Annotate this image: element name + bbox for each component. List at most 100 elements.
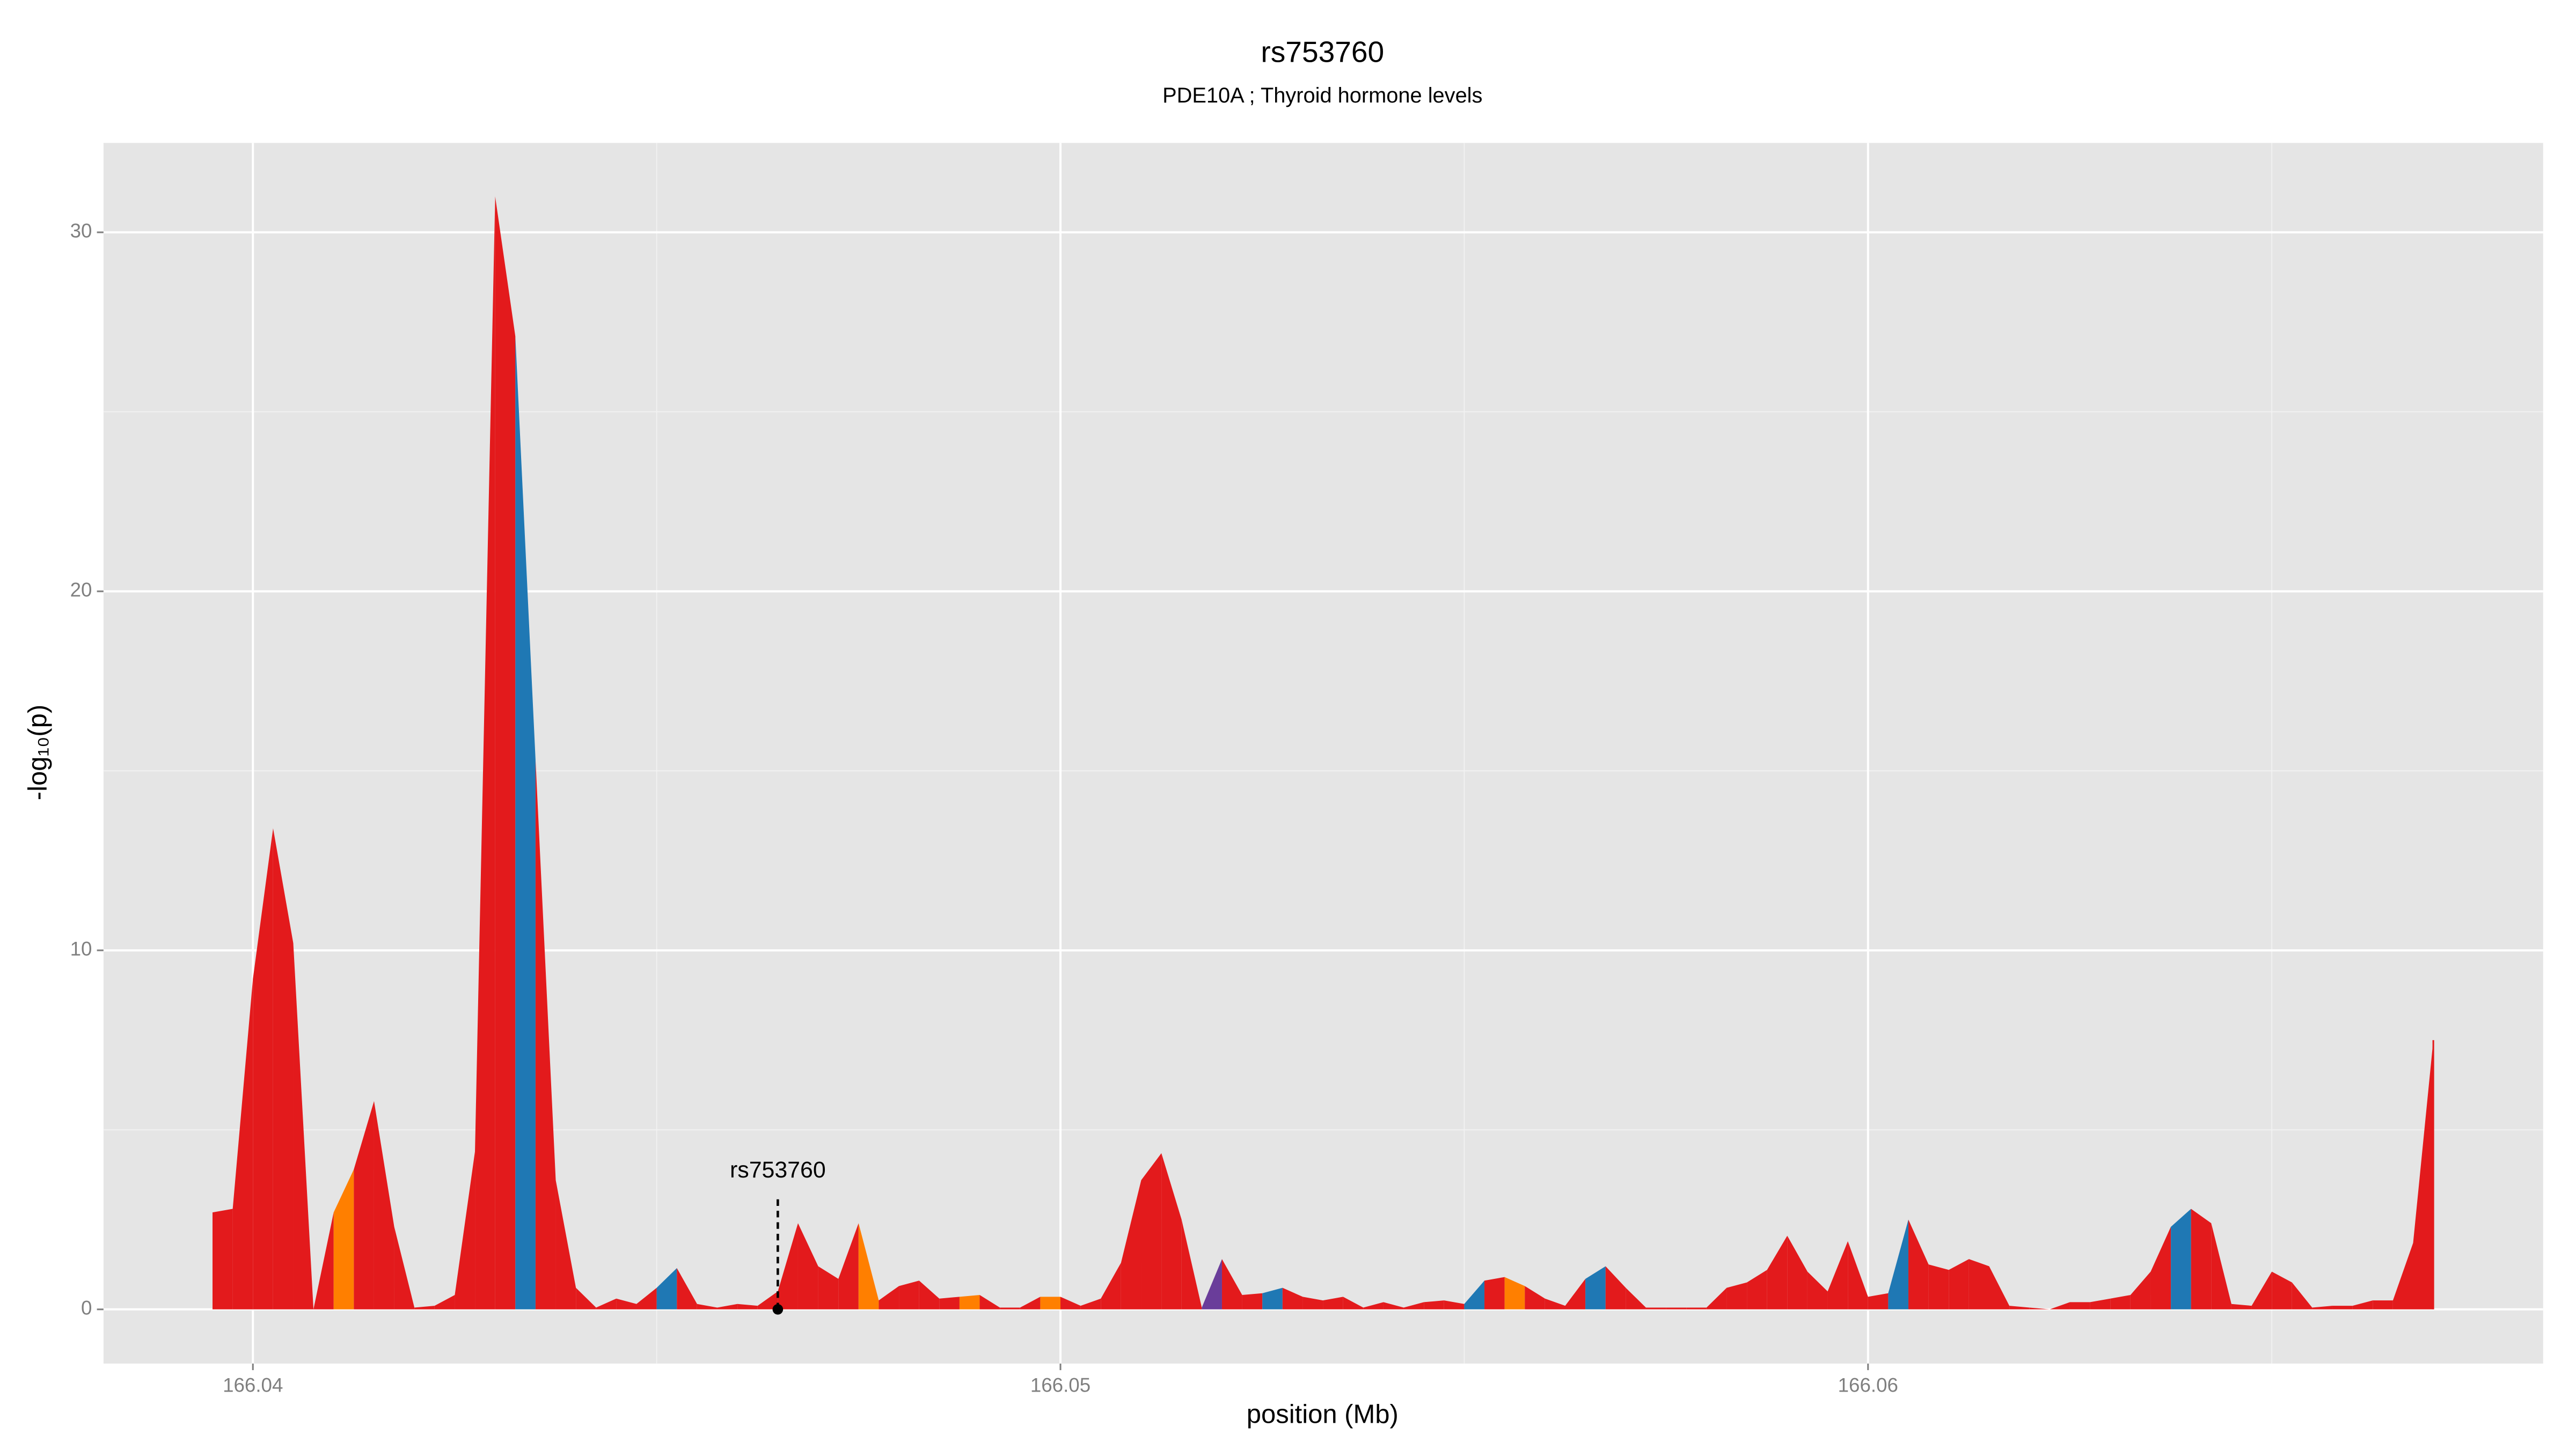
area-segment xyxy=(1807,1271,1828,1309)
area-segment xyxy=(596,1298,617,1309)
area-segment xyxy=(414,1306,435,1309)
area-segment xyxy=(899,1280,919,1309)
area-segment xyxy=(1242,1293,1263,1309)
area-segment xyxy=(879,1286,899,1309)
area-segment xyxy=(1484,1277,1505,1309)
area-segment xyxy=(1585,1266,1606,1309)
area-segment xyxy=(1262,1287,1283,1309)
area-segment xyxy=(1000,1307,1020,1309)
area-segment xyxy=(475,196,495,1309)
area-segment xyxy=(1968,1259,1989,1309)
area-segment xyxy=(273,828,294,1309)
area-segment xyxy=(1302,1297,1323,1309)
x-tick-label: 166.05 xyxy=(1030,1374,1091,1396)
chart-title: rs753760 xyxy=(1261,35,1384,69)
area-segment xyxy=(313,1212,334,1309)
area-segment xyxy=(1403,1302,1424,1309)
x-axis-title: position (Mb) xyxy=(1247,1400,1399,1429)
area-segment xyxy=(2352,1300,2373,1309)
area-segment xyxy=(616,1298,637,1309)
area-segment xyxy=(677,1268,697,1309)
area-segment xyxy=(2009,1306,2030,1309)
area-segment xyxy=(2171,1209,2191,1309)
area-segment xyxy=(1767,1235,1788,1309)
area-segment xyxy=(1928,1264,1949,1309)
area-segment xyxy=(1706,1287,1727,1309)
area-segment xyxy=(1101,1262,1121,1309)
area-segment xyxy=(1787,1235,1807,1309)
area-segment xyxy=(2292,1282,2312,1309)
area-segment xyxy=(455,1151,475,1309)
area-segment xyxy=(1666,1307,1687,1309)
area-segment xyxy=(1949,1259,1969,1309)
area-segment xyxy=(757,1291,778,1309)
area-segment xyxy=(838,1223,859,1309)
area-segment xyxy=(434,1295,455,1309)
area-segment xyxy=(1161,1153,1182,1309)
area-segment xyxy=(1565,1278,1586,1309)
area-segment xyxy=(1888,1219,1909,1309)
area-segment xyxy=(1464,1280,1485,1309)
area-segment xyxy=(232,979,253,1309)
area-segment xyxy=(1323,1297,1343,1309)
area-segment xyxy=(1747,1270,1767,1309)
area-segment xyxy=(333,1169,354,1309)
area-segment xyxy=(535,760,556,1309)
area-segment xyxy=(939,1297,960,1309)
area-segment xyxy=(2332,1306,2353,1309)
area-segment xyxy=(2110,1295,2131,1309)
area-segment xyxy=(778,1223,798,1309)
y-tick-label: 20 xyxy=(70,579,92,601)
area-segment xyxy=(1221,1259,1242,1309)
area-segment xyxy=(1989,1266,2010,1309)
area-segment xyxy=(1545,1298,1565,1309)
area-segment xyxy=(1525,1286,1545,1309)
area-segment xyxy=(2231,1304,2252,1309)
area-segment xyxy=(919,1280,940,1309)
x-tick-label: 166.04 xyxy=(223,1374,283,1396)
area-segment xyxy=(213,1209,233,1309)
area-segment xyxy=(2272,1271,2292,1309)
area-segment xyxy=(737,1304,758,1309)
area-segment xyxy=(1444,1300,1465,1309)
area-segment xyxy=(394,1226,415,1309)
area-segment xyxy=(1282,1287,1303,1309)
area-segment xyxy=(2130,1271,2151,1309)
area-segment xyxy=(1827,1241,1848,1309)
area-segment xyxy=(1343,1297,1364,1309)
area-segment xyxy=(1020,1297,1041,1309)
area-segment xyxy=(515,336,536,1309)
area-segment xyxy=(1908,1219,1929,1309)
area-segment xyxy=(1121,1180,1141,1309)
area-segment xyxy=(2413,1040,2434,1309)
y-tick-label: 30 xyxy=(70,220,92,242)
y-tick-label: 0 xyxy=(81,1297,92,1319)
area-segment xyxy=(1686,1307,1707,1309)
area-segment xyxy=(1868,1293,1889,1309)
area-segment xyxy=(2312,1306,2333,1309)
area-segment xyxy=(1383,1302,1404,1309)
area-segment xyxy=(1605,1266,1626,1309)
annotation-label: rs753760 xyxy=(730,1157,826,1183)
area-segment xyxy=(354,1101,374,1309)
area-segment xyxy=(1363,1302,1384,1309)
area-segment xyxy=(2251,1271,2272,1309)
y-axis-title: -log₁₀(p) xyxy=(23,705,52,800)
area-segment xyxy=(1726,1282,1747,1309)
area-segment xyxy=(2211,1223,2231,1309)
area-segment xyxy=(1080,1298,1101,1309)
area-segment xyxy=(1848,1241,1868,1309)
area-segment xyxy=(979,1295,1000,1309)
area-segment xyxy=(1040,1297,1061,1309)
area-segment xyxy=(2373,1300,2393,1309)
annotation-point xyxy=(772,1304,784,1315)
area-segment xyxy=(253,828,273,1309)
area-segment xyxy=(656,1268,677,1309)
area-segment xyxy=(1181,1219,1202,1309)
y-tick-label: 10 xyxy=(70,938,92,960)
area-segment xyxy=(555,1180,576,1309)
area-segment xyxy=(797,1223,818,1309)
area-segment xyxy=(1504,1277,1525,1309)
area-segment xyxy=(717,1304,738,1309)
area-segment xyxy=(2029,1307,2050,1309)
